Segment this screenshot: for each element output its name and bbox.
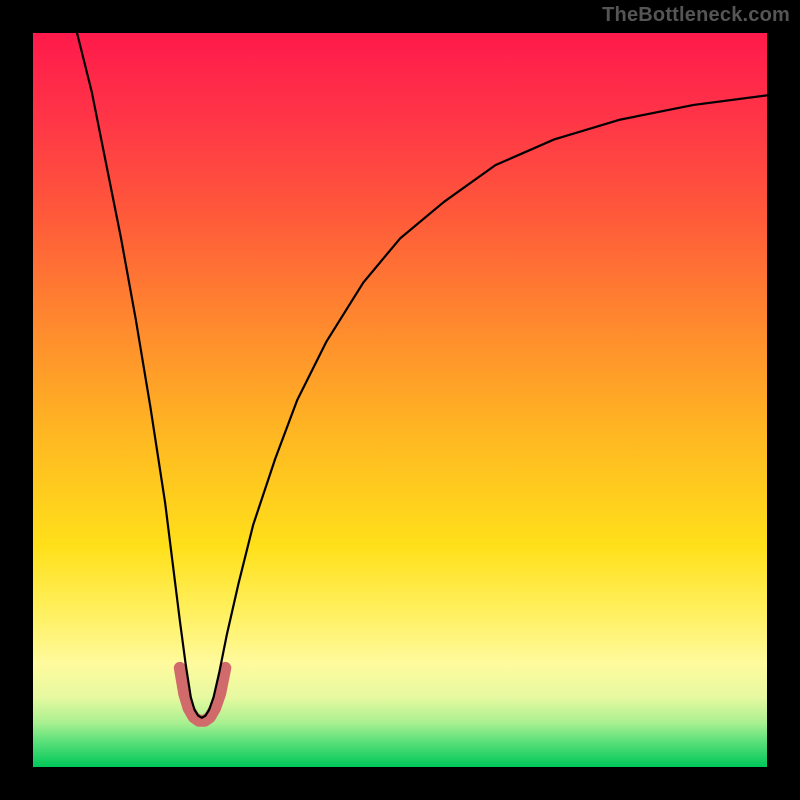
bottleneck-plot — [0, 0, 800, 800]
plot-background — [33, 33, 767, 767]
watermark-text: TheBottleneck.com — [602, 4, 790, 27]
